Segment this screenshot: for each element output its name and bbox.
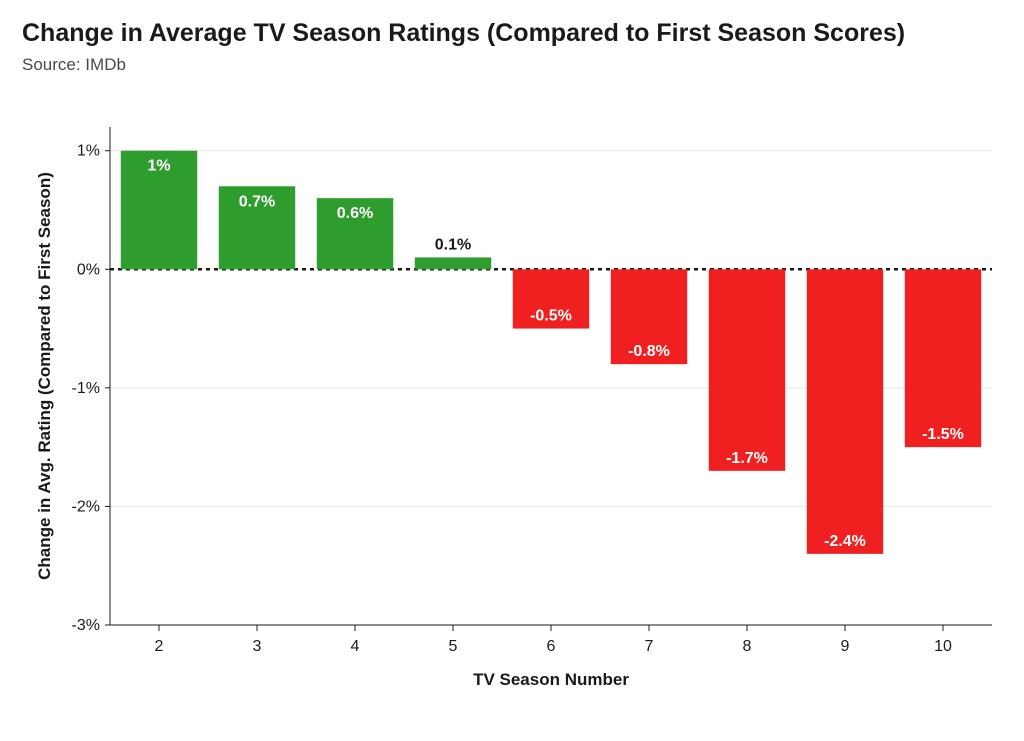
x-tick-label: 9 bbox=[841, 638, 850, 655]
bar-label-season-7: -0.8% bbox=[628, 343, 670, 360]
x-tick-label: 10 bbox=[934, 638, 952, 655]
y-tick-label: 0% bbox=[77, 262, 100, 279]
chart-title: Change in Average TV Season Ratings (Com… bbox=[22, 18, 1002, 49]
y-axis-label: Change in Avg. Rating (Compared to First… bbox=[35, 172, 54, 580]
x-tick-label: 7 bbox=[645, 638, 654, 655]
chart-subtitle: Source: IMDb bbox=[22, 55, 1002, 75]
bar-label-season-9: -2.4% bbox=[824, 533, 866, 550]
bar-label-season-4: 0.6% bbox=[337, 205, 373, 222]
bar-season-10 bbox=[905, 270, 981, 448]
bar-label-season-10: -1.5% bbox=[922, 426, 964, 443]
chart-area: -3% -2% -1% 0% 1% 1% 2 0.7% 3 0.6% 4 0.1% 5 -0.5% 6 -0.… bbox=[22, 85, 1002, 725]
y-tick-label: -3% bbox=[72, 617, 100, 634]
bar-label-season-6: -0.5% bbox=[530, 308, 572, 325]
y-tick-label: -2% bbox=[72, 499, 100, 516]
bar-label-season-2: 1% bbox=[147, 158, 170, 175]
bar-season-9 bbox=[807, 270, 883, 555]
x-axis-label: TV Season Number bbox=[473, 670, 629, 689]
y-tick-label: -1% bbox=[72, 380, 100, 397]
x-tick-label: 5 bbox=[449, 638, 458, 655]
x-tick-label: 8 bbox=[743, 638, 752, 655]
x-tick-label: 2 bbox=[155, 638, 164, 655]
bar-label-season-3: 0.7% bbox=[239, 194, 275, 211]
y-tick-label: 1% bbox=[77, 143, 100, 160]
x-tick-label: 3 bbox=[253, 638, 262, 655]
x-tick-label: 6 bbox=[547, 638, 556, 655]
x-tick-label: 4 bbox=[351, 638, 360, 655]
bar-label-season-8: -1.7% bbox=[726, 450, 768, 467]
bar-chart-svg: -3% -2% -1% 0% 1% 1% 2 0.7% 3 0.6% 4 0.1% 5 -0.5% 6 -0.… bbox=[22, 85, 1002, 725]
bar-season-5 bbox=[415, 258, 491, 270]
bar-label-season-5: 0.1% bbox=[435, 237, 471, 254]
bar-season-8 bbox=[709, 270, 785, 472]
